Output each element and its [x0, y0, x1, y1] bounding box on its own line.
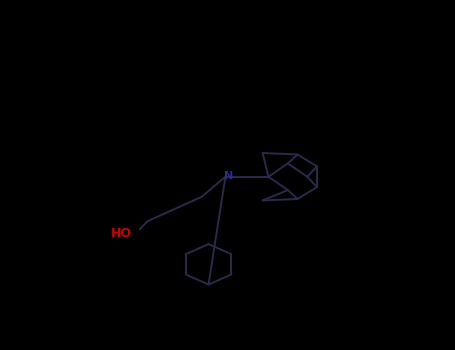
Text: N: N: [223, 171, 233, 181]
Text: HO: HO: [111, 227, 132, 240]
